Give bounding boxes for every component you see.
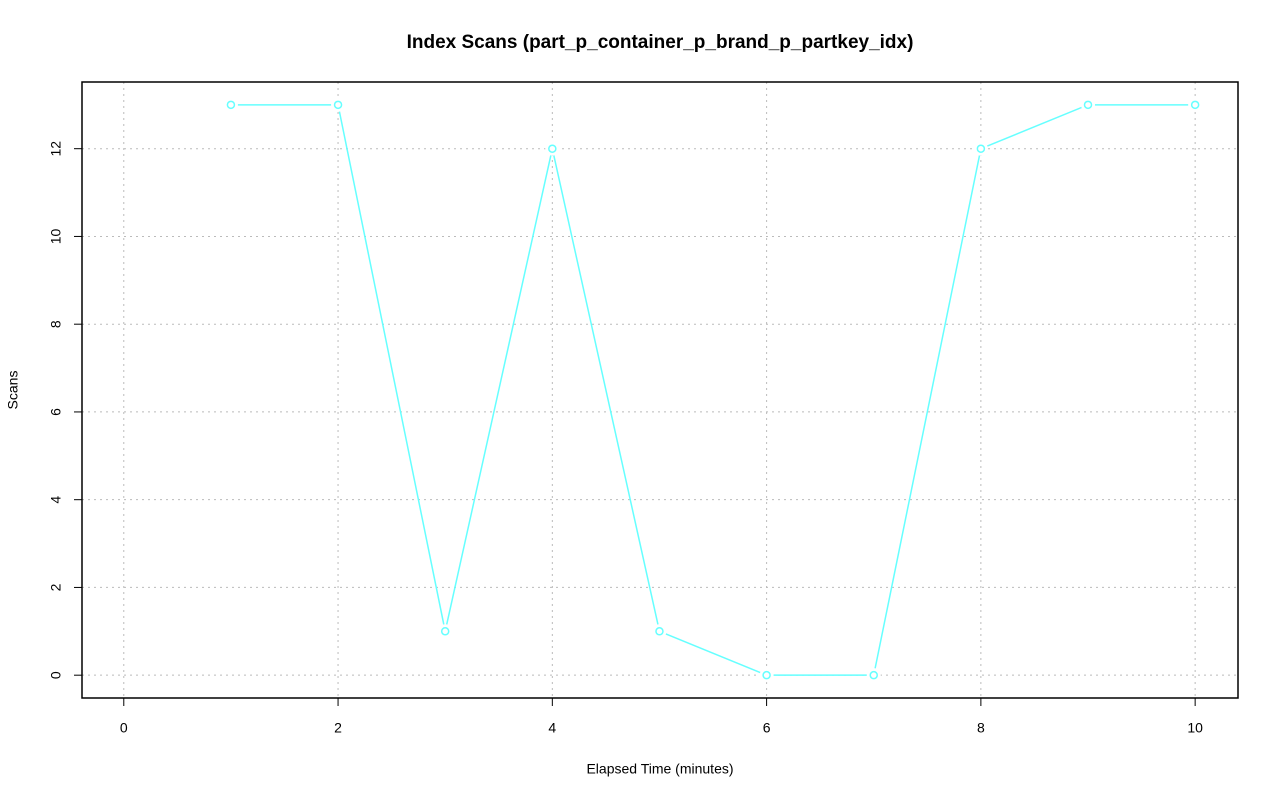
y-axis-title: Scans [5,371,21,410]
data-point [655,627,664,636]
x-tick-label: 6 [763,720,771,736]
data-line [230,104,1196,676]
data-point [762,670,771,680]
x-tick-label: 0 [120,720,128,736]
data-point [976,144,986,153]
data-point [226,100,236,110]
y-tick-label: 12 [48,141,64,157]
data-point [1190,100,1200,110]
y-tick-label: 8 [48,320,64,328]
data-point [548,144,557,153]
x-tick-label: 8 [977,720,985,736]
y-tick-label: 10 [48,228,64,244]
x-tick-label: 10 [1187,720,1203,736]
plot-frame [81,81,1239,699]
y-tick-label: 6 [48,408,64,416]
data-point [333,100,343,110]
y-tick-label: 4 [48,496,64,504]
data-point [869,670,878,680]
x-tick-label: 2 [334,720,342,736]
x-axis-title: Elapsed Time (minutes) [586,761,733,777]
data-point [440,627,450,636]
y-tick-label: 0 [48,671,64,679]
chart-title: Index Scans (part_p_container_p_brand_p_… [407,32,914,53]
data-point [1083,100,1093,110]
x-tick-label: 4 [548,720,556,736]
y-tick-label: 2 [48,583,64,591]
